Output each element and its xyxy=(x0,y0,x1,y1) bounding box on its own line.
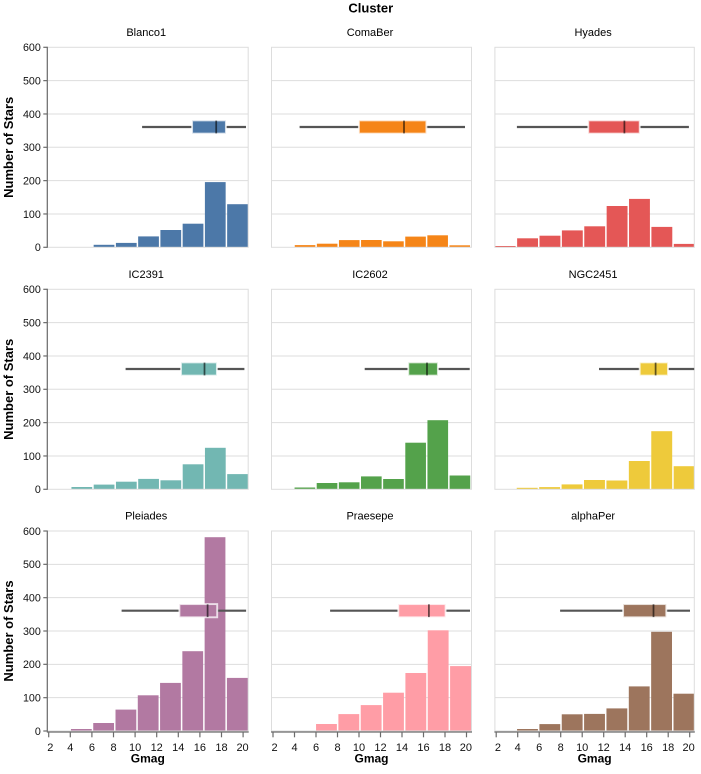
svg-text:20: 20 xyxy=(683,742,695,754)
svg-text:200: 200 xyxy=(23,176,41,188)
svg-text:0: 0 xyxy=(35,726,41,738)
svg-text:500: 500 xyxy=(23,318,41,330)
svg-text:14: 14 xyxy=(619,742,631,754)
svg-text:14: 14 xyxy=(396,742,408,754)
svg-text:20: 20 xyxy=(460,742,472,754)
svg-text:300: 300 xyxy=(23,626,41,638)
svg-text:IC2602: IC2602 xyxy=(352,269,387,281)
svg-text:10: 10 xyxy=(576,742,588,754)
svg-text:Gmag: Gmag xyxy=(354,751,388,765)
svg-text:300: 300 xyxy=(23,142,41,154)
svg-text:ComaBer: ComaBer xyxy=(347,27,394,39)
svg-text:2: 2 xyxy=(495,742,501,754)
svg-text:18: 18 xyxy=(662,742,674,754)
svg-text:18: 18 xyxy=(215,742,227,754)
svg-text:Blanco1: Blanco1 xyxy=(126,27,166,39)
svg-text:2: 2 xyxy=(272,742,278,754)
svg-text:Hyades: Hyades xyxy=(574,27,612,39)
svg-text:100: 100 xyxy=(23,693,41,705)
svg-text:IC2391: IC2391 xyxy=(128,269,163,281)
svg-text:8: 8 xyxy=(334,742,340,754)
svg-text:600: 600 xyxy=(23,42,41,54)
svg-text:12: 12 xyxy=(151,742,163,754)
svg-text:6: 6 xyxy=(89,742,95,754)
svg-text:10: 10 xyxy=(129,742,141,754)
svg-text:100: 100 xyxy=(23,209,41,221)
svg-text:6: 6 xyxy=(313,742,319,754)
svg-text:0: 0 xyxy=(35,484,41,496)
svg-text:4: 4 xyxy=(291,742,297,754)
svg-text:Praesepe: Praesepe xyxy=(346,511,393,523)
svg-text:400: 400 xyxy=(23,593,41,605)
svg-text:Cluster: Cluster xyxy=(348,0,393,15)
svg-text:NGC2451: NGC2451 xyxy=(569,269,618,281)
svg-text:4: 4 xyxy=(67,742,73,754)
svg-text:600: 600 xyxy=(23,284,41,296)
svg-text:0: 0 xyxy=(35,242,41,254)
svg-text:600: 600 xyxy=(23,526,41,538)
svg-text:Number of Stars: Number of Stars xyxy=(1,580,16,681)
svg-text:16: 16 xyxy=(194,742,206,754)
svg-text:8: 8 xyxy=(110,742,116,754)
svg-text:200: 200 xyxy=(23,659,41,671)
svg-text:14: 14 xyxy=(172,742,184,754)
svg-text:Gmag: Gmag xyxy=(131,751,165,765)
svg-text:alphaPer: alphaPer xyxy=(571,511,615,523)
svg-text:12: 12 xyxy=(374,742,386,754)
svg-text:500: 500 xyxy=(23,76,41,88)
svg-text:Number of Stars: Number of Stars xyxy=(1,97,16,198)
svg-text:Gmag: Gmag xyxy=(578,751,612,765)
svg-text:18: 18 xyxy=(439,742,451,754)
svg-text:Number of Stars: Number of Stars xyxy=(1,339,16,440)
svg-text:100: 100 xyxy=(23,451,41,463)
svg-text:300: 300 xyxy=(23,384,41,396)
svg-text:400: 400 xyxy=(23,109,41,121)
svg-text:12: 12 xyxy=(598,742,610,754)
svg-text:500: 500 xyxy=(23,559,41,571)
svg-text:6: 6 xyxy=(536,742,542,754)
svg-text:20: 20 xyxy=(236,742,248,754)
svg-text:10: 10 xyxy=(353,742,365,754)
svg-text:400: 400 xyxy=(23,351,41,363)
svg-text:2: 2 xyxy=(47,742,53,754)
svg-text:4: 4 xyxy=(515,742,521,754)
svg-text:200: 200 xyxy=(23,418,41,430)
svg-text:16: 16 xyxy=(417,742,429,754)
svg-text:8: 8 xyxy=(558,742,564,754)
svg-text:16: 16 xyxy=(641,742,653,754)
svg-text:Pleiades: Pleiades xyxy=(125,511,168,523)
